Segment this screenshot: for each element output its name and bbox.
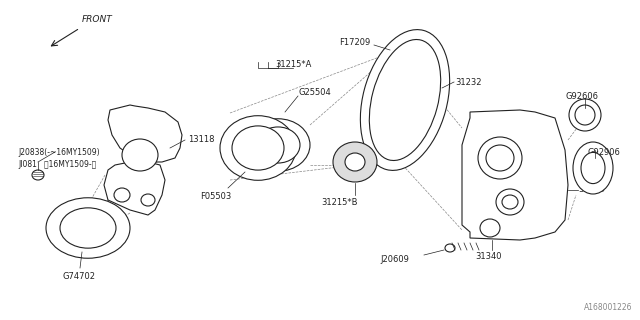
Text: J20609: J20609 xyxy=(380,255,409,264)
Ellipse shape xyxy=(220,116,296,180)
Text: G25504: G25504 xyxy=(298,88,331,97)
Text: 31340: 31340 xyxy=(475,252,502,261)
Text: FRONT: FRONT xyxy=(82,15,113,24)
Ellipse shape xyxy=(581,152,605,184)
Text: 31384: 31384 xyxy=(578,185,605,194)
Ellipse shape xyxy=(486,145,514,171)
Ellipse shape xyxy=(575,105,595,125)
Ellipse shape xyxy=(445,244,455,252)
Ellipse shape xyxy=(345,153,365,171)
Ellipse shape xyxy=(573,142,613,194)
Ellipse shape xyxy=(60,208,116,248)
Ellipse shape xyxy=(360,30,450,170)
Ellipse shape xyxy=(46,198,130,258)
Text: G92606: G92606 xyxy=(566,92,598,101)
Text: 13118: 13118 xyxy=(188,135,214,144)
Ellipse shape xyxy=(114,188,130,202)
Ellipse shape xyxy=(32,170,44,180)
Ellipse shape xyxy=(122,139,158,171)
Polygon shape xyxy=(104,162,165,215)
Text: A168001226: A168001226 xyxy=(584,303,632,312)
Polygon shape xyxy=(462,110,568,240)
Text: 31215*B: 31215*B xyxy=(322,198,358,207)
Ellipse shape xyxy=(478,137,522,179)
Ellipse shape xyxy=(256,127,300,163)
Ellipse shape xyxy=(496,189,524,215)
Text: F05503: F05503 xyxy=(200,192,231,201)
Ellipse shape xyxy=(502,195,518,209)
Ellipse shape xyxy=(480,219,500,237)
Text: JI081   〖16MY1509-〗: JI081 〖16MY1509-〗 xyxy=(18,160,96,169)
Ellipse shape xyxy=(369,39,441,161)
Ellipse shape xyxy=(333,142,377,182)
Ellipse shape xyxy=(141,194,155,206)
Ellipse shape xyxy=(246,119,310,171)
Text: G74702: G74702 xyxy=(62,272,95,281)
Text: 31232: 31232 xyxy=(455,78,481,87)
Ellipse shape xyxy=(232,126,284,170)
Polygon shape xyxy=(108,105,182,162)
Text: J20838(-~16MY1509): J20838(-~16MY1509) xyxy=(18,148,100,157)
Text: F17209: F17209 xyxy=(339,38,371,47)
Text: 31215*A: 31215*A xyxy=(275,60,311,69)
Ellipse shape xyxy=(569,99,601,131)
Text: G92906: G92906 xyxy=(588,148,621,157)
